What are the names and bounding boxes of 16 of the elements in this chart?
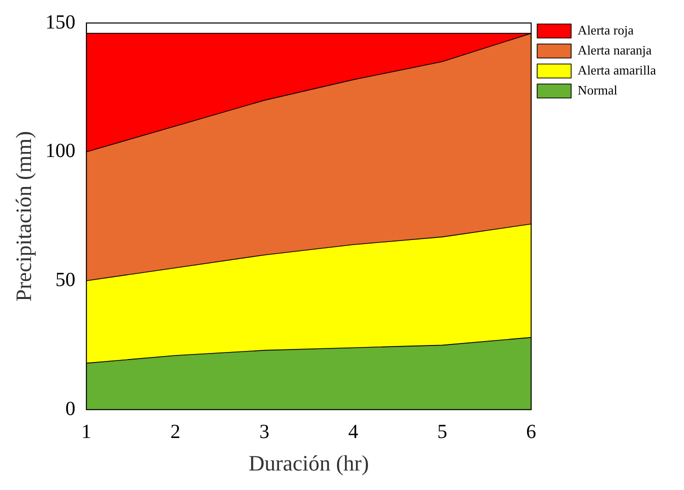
legend-label: Alerta naranja (578, 42, 652, 58)
y-tick-label: 50 (55, 268, 76, 291)
x-tick-label: 2 (170, 420, 180, 443)
legend-label: Alerta roja (578, 22, 634, 38)
x-tick-label: 5 (437, 420, 448, 443)
y-tick-label: 150 (45, 11, 76, 34)
y-tick-label: 100 (45, 140, 76, 162)
legend-label: Alerta amarilla (578, 62, 656, 78)
x-tick-label: 3 (259, 420, 270, 443)
x-tick-label: 6 (526, 420, 536, 443)
y-axis-title: Precipitación (mm) (10, 131, 36, 302)
x-tick-label: 1 (81, 420, 92, 443)
legend-label: Normal (578, 82, 618, 98)
x-tick-label: 4 (348, 420, 358, 443)
x-axis-title: Duración (hr) (248, 450, 369, 476)
y-tick-label: 0 (65, 398, 76, 420)
